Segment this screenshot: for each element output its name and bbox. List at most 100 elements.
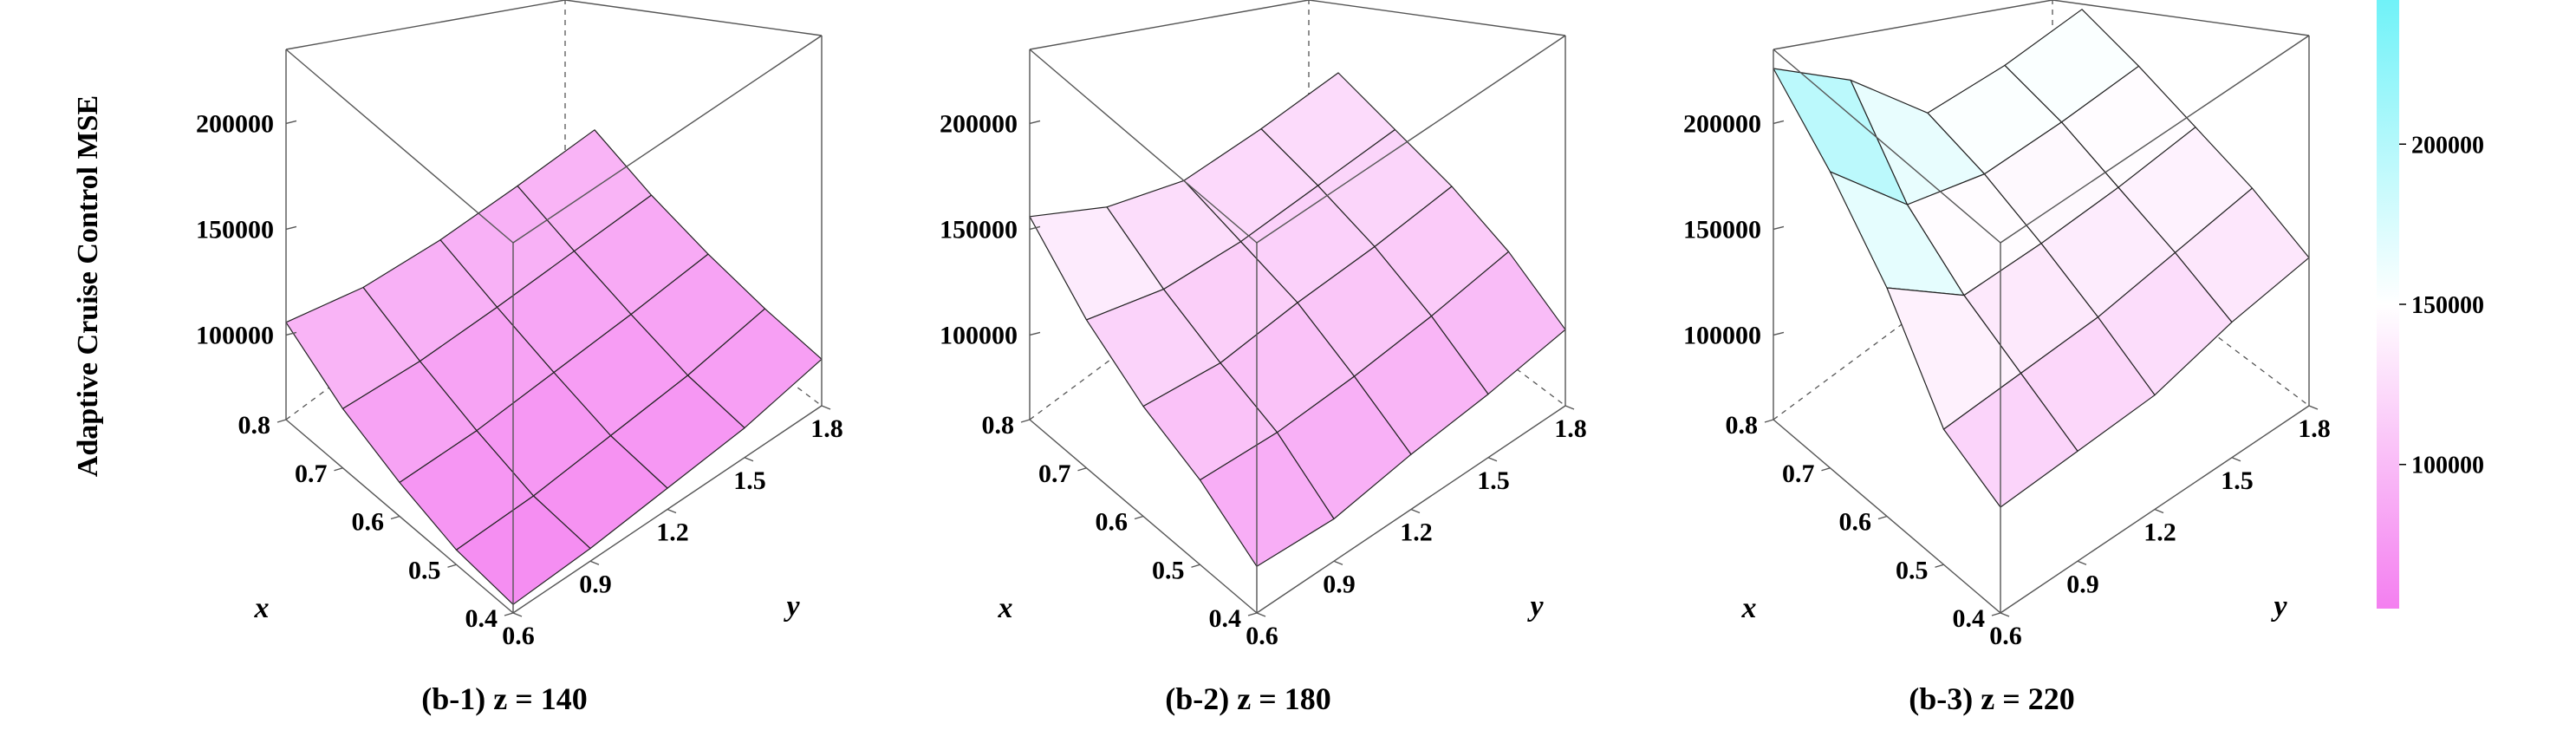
x-tick-label: 0.8 bbox=[1726, 411, 1759, 440]
x-tick-mark bbox=[1991, 612, 2001, 616]
box-edge bbox=[285, 0, 566, 50]
x-ticks: 0.4 0.5 0.6 0.7 0.8 bbox=[1726, 411, 2001, 633]
y-tick-label: 1.2 bbox=[2143, 518, 2176, 547]
box-edge bbox=[1256, 35, 1566, 244]
x-tick-mark bbox=[276, 419, 287, 423]
y-tick-label: 1.5 bbox=[733, 466, 766, 495]
y-tick-label: 1.5 bbox=[2221, 466, 2254, 495]
z-tick-label: 200000 bbox=[196, 109, 274, 138]
x-tick-mark bbox=[1191, 564, 1200, 568]
y-tick-label: 0.9 bbox=[579, 570, 612, 598]
x-tick-mark bbox=[1020, 419, 1031, 423]
panel-1: 100000 150000 200000 0.4 0.5 0.6 0.7 0.8 x 0.6 0.9… bbox=[196, 0, 843, 716]
x-tick-label: 0.7 bbox=[1038, 460, 1071, 488]
x-tick-label: 0.6 bbox=[1839, 508, 1872, 537]
box-edge bbox=[285, 49, 514, 244]
y-tick-mark bbox=[1487, 457, 1498, 462]
x-ticks: 0.4 0.5 0.6 0.7 0.8 bbox=[238, 411, 514, 633]
y-tick-mark bbox=[512, 612, 523, 617]
colorbar-tick-label: 200000 bbox=[2411, 132, 2484, 159]
box-edge bbox=[1773, 49, 2001, 244]
y-ticks: 0.6 0.9 1.2 1.5 1.8 bbox=[1989, 405, 2331, 650]
y-tick-label: 0.6 bbox=[1989, 622, 2022, 650]
z-tick-label: 100000 bbox=[940, 321, 1018, 349]
y-tick-mark bbox=[2154, 508, 2164, 514]
x-tick-mark bbox=[1935, 564, 1944, 568]
z-tick-mark bbox=[1773, 331, 1785, 336]
x-tick-mark bbox=[1134, 515, 1144, 520]
z-ticks: 100000 150000 200000 bbox=[940, 109, 1041, 349]
surface bbox=[285, 129, 823, 605]
x-tick-label: 0.4 bbox=[465, 604, 498, 633]
x-tick-label: 0.5 bbox=[1896, 556, 1929, 584]
panel-caption: (b-2) z = 180 bbox=[1165, 681, 1330, 716]
surface bbox=[1029, 72, 1566, 567]
box-edge bbox=[512, 35, 823, 244]
y-tick-mark bbox=[2000, 612, 2010, 617]
y-tick-mark bbox=[589, 560, 600, 565]
y-tick-label: 0.6 bbox=[1246, 622, 1278, 650]
z-tick-label: 150000 bbox=[940, 215, 1018, 244]
colorbar: 200000 150000 100000 bbox=[2377, 0, 2484, 609]
y-tick-label: 1.8 bbox=[2298, 414, 2331, 443]
x-tick-mark bbox=[1764, 419, 1774, 423]
y-tick-mark bbox=[667, 508, 677, 514]
z-ticks: 100000 150000 200000 bbox=[196, 109, 297, 349]
z-tick-mark bbox=[285, 120, 297, 125]
x-tick-label: 0.8 bbox=[238, 411, 271, 440]
z-tick-label: 150000 bbox=[1683, 215, 1761, 244]
x-axis-title: x bbox=[254, 592, 270, 624]
colorbar-tick-label: 100000 bbox=[2411, 453, 2484, 479]
y-ticks: 0.6 0.9 1.2 1.5 1.8 bbox=[1246, 405, 1587, 650]
z-tick-mark bbox=[1029, 120, 1041, 125]
x-tick-label: 0.8 bbox=[982, 411, 1015, 440]
x-tick-label: 0.5 bbox=[1152, 556, 1185, 584]
colorbar-ticks: 200000 150000 100000 bbox=[2399, 132, 2484, 479]
x-tick-label: 0.7 bbox=[1782, 460, 1815, 488]
y-tick-mark bbox=[744, 457, 754, 462]
y-tick-label: 0.6 bbox=[502, 622, 535, 650]
y-tick-label: 1.2 bbox=[1400, 518, 1433, 547]
surface bbox=[1773, 9, 2310, 508]
y-axis-title: Adaptive Cruise Control MSE bbox=[72, 95, 104, 477]
y-tick-label: 1.5 bbox=[1477, 466, 1510, 495]
x-tick-label: 0.6 bbox=[352, 508, 385, 537]
x-tick-label: 0.4 bbox=[1953, 604, 1986, 633]
z-tick-mark bbox=[1773, 120, 1785, 125]
x-axis-title: x bbox=[1741, 592, 1757, 624]
z-tick-label: 200000 bbox=[940, 109, 1018, 138]
y-tick-mark bbox=[1564, 405, 1575, 410]
y-axis-title: y bbox=[783, 590, 800, 622]
surface-patch bbox=[1942, 372, 2078, 508]
x-tick-mark bbox=[1821, 467, 1831, 472]
y-axis-title: y bbox=[2270, 590, 2287, 622]
panels: 100000 150000 200000 0.4 0.5 0.6 0.7 0.8 x 0.6 0.9… bbox=[196, 0, 2331, 716]
y-tick-mark bbox=[2077, 560, 2087, 565]
z-tick-mark bbox=[285, 331, 297, 336]
box-edge bbox=[1029, 49, 1258, 244]
y-tick-label: 1.8 bbox=[810, 414, 843, 443]
box-edge bbox=[2000, 35, 2310, 244]
x-tick-mark bbox=[1247, 612, 1258, 616]
z-tick-label: 100000 bbox=[196, 321, 274, 349]
colorbar-gradient bbox=[2377, 0, 2399, 609]
y-tick-mark bbox=[2308, 405, 2319, 410]
z-tick-mark bbox=[1029, 225, 1041, 231]
x-tick-mark bbox=[390, 515, 400, 520]
z-tick-label: 100000 bbox=[1683, 321, 1761, 349]
x-tick-mark bbox=[334, 467, 343, 472]
y-tick-mark bbox=[2231, 457, 2241, 462]
box-edge bbox=[1308, 0, 1566, 36]
x-tick-mark bbox=[447, 564, 457, 568]
box-edge bbox=[2052, 0, 2310, 36]
y-tick-mark bbox=[1256, 612, 1266, 617]
y-tick-label: 1.8 bbox=[1554, 414, 1587, 443]
z-tick-label: 200000 bbox=[1683, 109, 1761, 138]
box-edge bbox=[564, 0, 823, 36]
x-tick-label: 0.4 bbox=[1209, 604, 1242, 633]
y-tick-label: 0.9 bbox=[2066, 570, 2099, 598]
box-edge bbox=[1029, 0, 1310, 50]
panel-3: 100000 150000 200000 0.4 0.5 0.6 0.7 0.8 x 0.6 0.9… bbox=[1683, 0, 2331, 716]
x-tick-label: 0.5 bbox=[408, 556, 441, 584]
